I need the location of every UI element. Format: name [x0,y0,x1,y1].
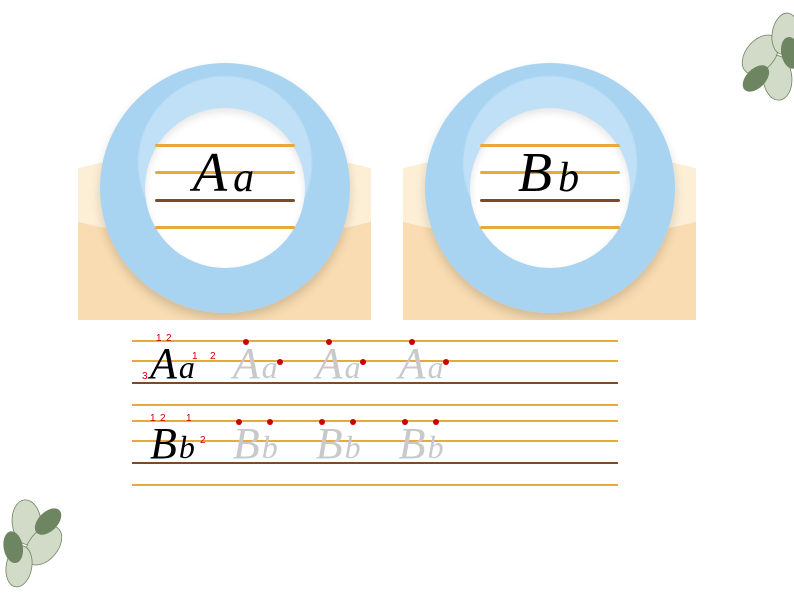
trace-cell: Bb [316,422,361,466]
start-dot [360,359,366,365]
start-dot [402,419,408,425]
trace-cell: Aa [233,342,278,386]
trace-uppercase: A [399,342,426,386]
practice-cells: 1 2 1 2 Bb Bb Bb Bb [150,418,618,492]
stroke-number: 2 [210,352,216,362]
stroke-number: 2 [200,436,206,446]
stroke-number: 2 [166,334,172,344]
guide-line-4 [155,226,295,229]
uppercase-letter: A [193,142,229,204]
start-dot [443,359,449,365]
leaf-decoration-top-right [714,0,794,116]
model-uppercase: A [150,342,177,386]
practice-row-b: 1 2 1 2 Bb Bb Bb Bb [132,418,618,492]
trace-cell: Bb [233,422,278,466]
four-line-area: Aa [155,133,295,243]
trace-cell: Bb [399,422,444,466]
start-dot [277,359,283,365]
stroke-number: 1 [192,352,198,362]
model-lowercase: b [179,431,195,463]
guide-line-4 [480,226,620,229]
four-line-area: Bb [480,133,620,243]
trace-lowercase: b [345,431,361,463]
lowercase-letter: a [233,155,256,201]
trace-uppercase: B [233,422,260,466]
leaf-decoration-bottom-left [0,484,90,596]
trace-uppercase: A [233,342,260,386]
model-uppercase: B [150,422,177,466]
trace-lowercase: a [428,351,444,383]
stroke-number: 3 [142,372,148,382]
letter-pair: Bb [518,145,581,201]
practice-row-a: 1 2 3 1 2 Aa Aa Aa Aa [132,338,618,412]
trace-lowercase: a [345,351,361,383]
stroke-number: 1 [156,334,162,344]
stroke-number: 1 [186,414,192,424]
trace-lowercase: b [262,431,278,463]
letter-cards-row: Aa Bb [78,55,698,330]
trace-lowercase: a [262,351,278,383]
trace-uppercase: B [316,422,343,466]
start-dot [326,339,332,345]
practice-cells: 1 2 3 1 2 Aa Aa Aa Aa [150,338,618,412]
start-dot [350,419,356,425]
start-dot [243,339,249,345]
trace-lowercase: b [428,431,444,463]
model-cell: 1 2 1 2 Bb [150,422,195,466]
start-dot [267,419,273,425]
model-cell: 1 2 3 1 2 Aa [150,342,195,386]
trace-uppercase: B [399,422,426,466]
start-dot [319,419,325,425]
lowercase-letter: b [558,155,581,201]
start-dot [236,419,242,425]
trace-uppercase: A [316,342,343,386]
letter-card-b: Bb [403,55,696,320]
uppercase-letter: B [518,142,554,204]
start-dot [433,419,439,425]
stroke-number: 1 [150,414,156,424]
trace-cell: Aa [316,342,361,386]
start-dot [409,339,415,345]
letter-pair: Aa [193,145,256,201]
trace-cell: Aa [399,342,444,386]
stroke-number: 2 [160,414,166,424]
practice-area: 1 2 3 1 2 Aa Aa Aa Aa [132,338,618,498]
letter-card-a: Aa [78,55,371,320]
